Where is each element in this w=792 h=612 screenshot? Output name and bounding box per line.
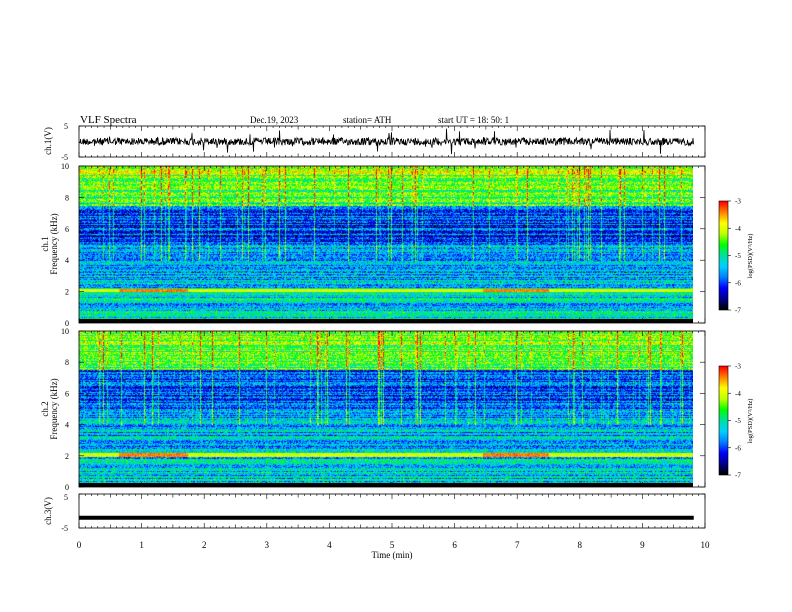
colorbar-tick-label: -4 bbox=[735, 225, 741, 233]
x-axis-label: Time (min) bbox=[372, 550, 413, 560]
ch3-ylabel: ch.3(V) bbox=[43, 497, 53, 525]
ch1-spec-ylabel-freq: Frequency (kHz) bbox=[49, 213, 59, 274]
ch2-colorbar-label: log(PSD)(V²/Hz) bbox=[747, 399, 754, 444]
ch3-ytick-top: 5 bbox=[64, 493, 68, 502]
ch1-spec-ylabel-channel: ch.1 bbox=[40, 236, 50, 251]
ch2-spectrogram-image bbox=[79, 331, 693, 487]
x-tick-label: 0 bbox=[77, 540, 82, 550]
x-tick-label: 5 bbox=[390, 540, 395, 550]
ch1-spectrogram-panel: 0 2 4 6 8 10 ch.1 Frequency (kHz) bbox=[40, 162, 706, 328]
ch2-spectrogram-panel: 0 2 4 6 8 10 ch.2 Frequency (kHz) bbox=[40, 327, 706, 492]
y-tick-label: 4 bbox=[65, 256, 69, 265]
ch3-ytick-bottom: -5 bbox=[61, 524, 68, 533]
colorbar-tick-label: -3 bbox=[735, 363, 741, 371]
x-tick-label: 6 bbox=[452, 540, 457, 550]
ch1-ytick-bottom: -5 bbox=[61, 153, 68, 162]
ch2-spec-ylabel-channel: ch.2 bbox=[40, 401, 50, 416]
ch1-ylabel: ch.1(V) bbox=[43, 127, 53, 155]
x-tick-label: 3 bbox=[265, 540, 270, 550]
figure-title: VLF Spectra bbox=[80, 114, 137, 126]
ch1-spectrogram-image bbox=[79, 166, 693, 323]
x-tick-label: 4 bbox=[327, 540, 332, 550]
colorbar-tick-label: -6 bbox=[735, 279, 741, 287]
y-tick-label: 0 bbox=[65, 483, 69, 492]
ch1-waveform-panel: 5 -5 ch.1(V) bbox=[43, 122, 706, 162]
x-tick-label: 8 bbox=[578, 540, 583, 550]
y-tick-label: 10 bbox=[61, 327, 69, 336]
y-tick-label: 8 bbox=[65, 193, 69, 202]
y-tick-label: 6 bbox=[65, 225, 69, 234]
colorbar-tick-label: -7 bbox=[735, 472, 741, 480]
colorbar-tick-label: -7 bbox=[735, 307, 741, 315]
x-tick-label: 10 bbox=[701, 540, 711, 550]
ch2-spec-ylabel-freq: Frequency (kHz) bbox=[49, 378, 59, 439]
x-tick-label: 9 bbox=[640, 540, 645, 550]
y-tick-label: 0 bbox=[65, 319, 69, 328]
ch1-waveform-line bbox=[78, 128, 694, 155]
y-tick-label: 2 bbox=[65, 452, 69, 461]
y-tick-label: 8 bbox=[65, 358, 69, 367]
y-tick-label: 2 bbox=[65, 288, 69, 297]
colorbar-tick-label: -5 bbox=[735, 252, 741, 260]
y-tick-label: 10 bbox=[61, 162, 69, 171]
ch3-panel: 5 -5 ch.3(V) bbox=[43, 493, 706, 533]
ch1-colorbar-label: log(PSD)(V²/Hz) bbox=[747, 234, 754, 279]
ch1-ytick-top: 5 bbox=[64, 122, 68, 131]
ch2-colorbar: -3 -4 -5 -6 -7 log(PSD)(V²/Hz) bbox=[718, 363, 754, 480]
x-tick-label: 1 bbox=[139, 540, 144, 550]
y-tick-label: 4 bbox=[65, 421, 69, 430]
x-tick-label: 7 bbox=[515, 540, 520, 550]
colorbar-tick-label: -6 bbox=[735, 444, 741, 452]
colorbar-tick-label: -3 bbox=[735, 198, 741, 206]
colorbar-tick-label: -5 bbox=[735, 417, 741, 425]
station-label: station= ATH bbox=[343, 115, 392, 125]
x-tick-label: 2 bbox=[202, 540, 207, 550]
date-label: Dec.19, 2023 bbox=[250, 115, 299, 125]
y-tick-label: 6 bbox=[65, 389, 69, 398]
ch3-frame bbox=[78, 493, 706, 529]
ch1-colorbar: -3 -4 -5 -6 -7 log(PSD)(V²/Hz) bbox=[718, 198, 754, 315]
start-time-label: start UT = 18: 50: 1 bbox=[438, 115, 509, 125]
colorbar-tick-label: -4 bbox=[735, 390, 741, 398]
x-axis-tick-labels: 0 1 2 3 4 5 6 7 8 9 10 bbox=[77, 540, 710, 550]
